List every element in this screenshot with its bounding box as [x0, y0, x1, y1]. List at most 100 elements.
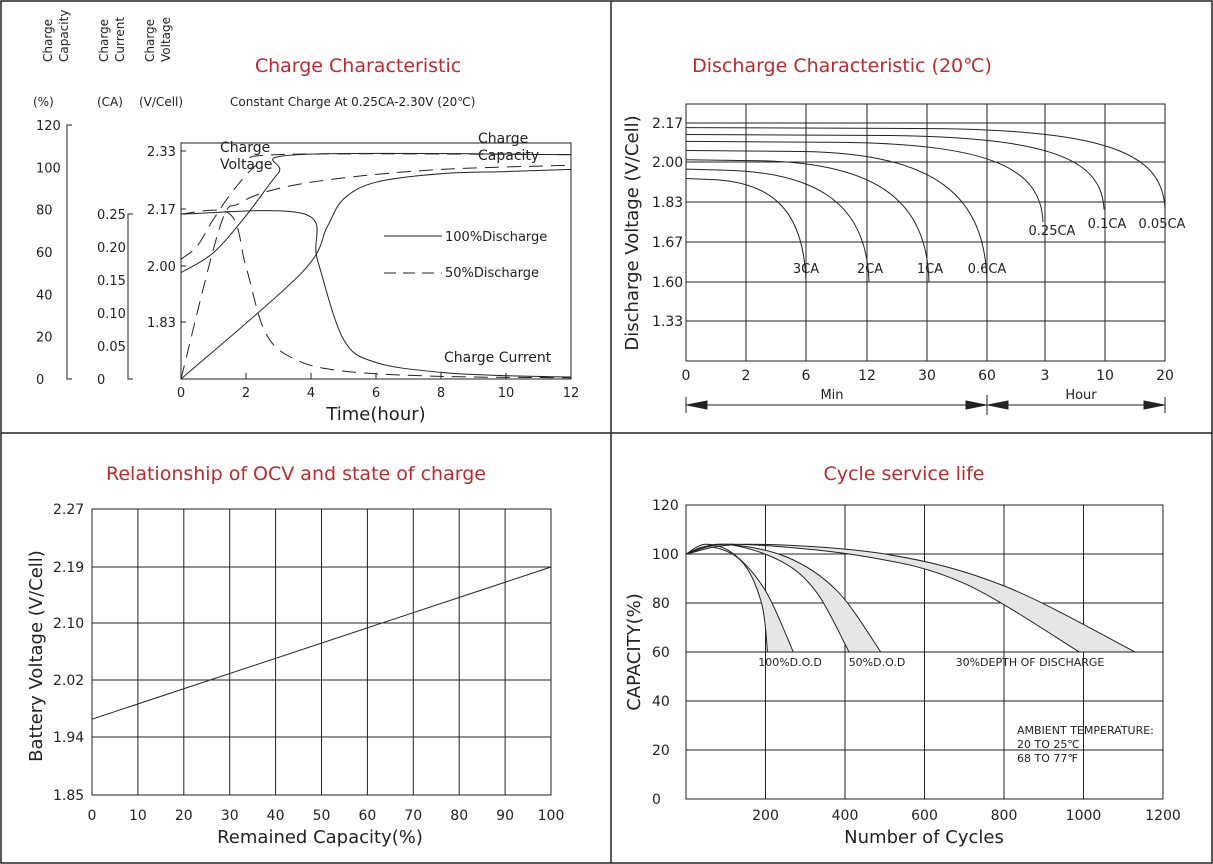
- x-tick-label: 6: [372, 386, 380, 401]
- discharge-curve-0-25ca: [685, 140, 1044, 223]
- y-tick-label: 1.60: [652, 275, 683, 291]
- current-axis-header-line-1: Charge: [97, 19, 111, 62]
- chart-title: Charge Characteristic: [255, 55, 461, 77]
- x-tick-label: 2: [242, 386, 250, 401]
- x-tick-label: 60: [358, 808, 376, 824]
- x-tick-label: 30: [918, 368, 936, 384]
- current-tick-label: 0.20: [97, 241, 126, 256]
- discharge-curve-3ca-label: 3CA: [793, 262, 819, 277]
- current-axis-header-line-2: Current: [113, 17, 127, 62]
- discharge-curve-2ca-label: 2CA: [857, 262, 883, 277]
- discharge-curve-0-6ca-label: 0.6CA: [968, 262, 1007, 277]
- x-tick-label: 20: [175, 808, 193, 824]
- x-axis-title: Remained Capacity(%): [217, 827, 423, 848]
- x-tick-label: 40: [267, 808, 285, 824]
- chart-title: Cycle service life: [824, 463, 985, 485]
- discharge-curve-0-6ca: [685, 150, 988, 283]
- y-tick-label: 1.67: [652, 235, 683, 251]
- capacity-tick-label: 40: [36, 288, 53, 303]
- capacity-axis: [66, 124, 72, 380]
- x-tick-label: 200: [752, 808, 779, 824]
- x-tick-label: 60: [978, 368, 996, 384]
- annotation-line: Charge: [478, 131, 528, 147]
- cycle-band-100-d-o-d-label: 100%D.O.D: [758, 656, 822, 669]
- annotation-line: Charge: [220, 140, 270, 156]
- capacity-axis-header-line-1: Charge: [41, 19, 55, 62]
- cycle-band-50-d-o-d-label: 50%D.O.D: [849, 656, 906, 669]
- charge-current-100-discharge-line: [180, 210, 572, 378]
- cycle-band-30-depth-of-discharge-label: 30%DEPTH OF DISCHARGE: [956, 656, 1105, 669]
- x-tick-label: 70: [404, 808, 422, 824]
- x-tick-label: 2: [742, 368, 751, 384]
- charge-capacity-100-discharge-line: [180, 168, 572, 380]
- x-tick-label: 3: [1041, 368, 1050, 384]
- y-tick-label: 1.94: [53, 730, 84, 746]
- x-tick-label: 12: [563, 386, 580, 401]
- legend-entry-50-discharge: 50%Discharge: [445, 266, 539, 281]
- voltage-tick-label: 1.83: [147, 316, 176, 331]
- plot-area: [685, 103, 1166, 362]
- discharge-characteristic-chart: Discharge Characteristic (20℃) Discharge…: [622, 55, 1186, 415]
- x-tick-label: 10: [498, 386, 515, 401]
- x-tick-label: 10: [1096, 368, 1114, 384]
- x-axis-title: Time(hour): [325, 404, 425, 425]
- x-tick-label: 8: [437, 386, 445, 401]
- y-tick-label: 0: [652, 792, 661, 808]
- y-axis-title: Battery Voltage (V/Cell): [26, 550, 47, 762]
- x-tick-label: 10: [129, 808, 147, 824]
- x-tick-label: 800: [991, 808, 1018, 824]
- cycle-band-30-depth-of-discharge: [685, 543, 1136, 653]
- charge-characteristic-chart: Charge Characteristic Constant Charge At…: [33, 10, 579, 425]
- x-tick-label: 400: [832, 808, 859, 824]
- cycle-service-life-chart: Cycle service life CAPACITY(%) 120 100 80 6…: [624, 463, 1181, 848]
- y-tick-label: 2.19: [53, 560, 84, 576]
- x-tick-label: 12: [858, 368, 876, 384]
- x-tick-label: 30: [221, 808, 239, 824]
- capacity-unit: (%): [33, 95, 54, 109]
- discharge-curve-0-05ca: [685, 127, 1166, 210]
- charge-capacity-50-discharge-line: [180, 164, 572, 380]
- legend-entry-100-discharge: 100%Discharge: [445, 230, 547, 245]
- x-tick-label: 1000: [1066, 808, 1102, 824]
- charge-voltage-50-discharge-line: [180, 153, 572, 260]
- y-tick-label: 2.10: [53, 616, 84, 632]
- y-axis-title: Discharge Voltage (V/Cell): [622, 115, 643, 350]
- x-tick-label: 4: [307, 386, 315, 401]
- ocv-line: [91, 566, 552, 720]
- chart-title: Relationship of OCV and state of charge: [106, 463, 486, 485]
- cycle-band-100-d-o-d: [685, 543, 795, 653]
- y-tick-label: 2.27: [53, 502, 84, 518]
- y-tick-label: 120: [652, 498, 679, 514]
- plot-area: [180, 142, 572, 380]
- annotation-charge-current: Charge Current: [444, 350, 552, 366]
- x-tick-label: 600: [911, 808, 938, 824]
- note-line-2: 20 TO 25℃: [1017, 738, 1080, 751]
- discharge-curve-1ca-label: 1CA: [917, 262, 943, 277]
- note-line-1: AMBIENT TEMPERATURE:: [1017, 724, 1154, 737]
- y-tick-label: 100: [652, 547, 679, 563]
- annotation-charge-capacity-line-1: Charge Capacity: [478, 131, 539, 164]
- annotation-line: Voltage: [220, 157, 273, 173]
- x-tick-label: 50: [313, 808, 331, 824]
- discharge-curve-2ca: [685, 168, 870, 283]
- chart-subtitle: Constant Charge At 0.25CA-2.30V (20℃): [230, 95, 475, 109]
- x-tick-label: 80: [450, 808, 468, 824]
- x-tick-label: 6: [802, 368, 811, 384]
- discharge-curve-0-1ca: [685, 134, 1105, 210]
- y-axis-title: CAPACITY(%): [624, 593, 645, 711]
- y-tick-label: 1.33: [652, 314, 683, 330]
- y-tick-label: 20: [652, 743, 670, 759]
- capacity-tick-label: 60: [36, 246, 53, 261]
- capacity-tick-label: 80: [36, 204, 53, 219]
- x-axis-title: Number of Cycles: [844, 827, 1004, 848]
- unit-min: Min: [820, 388, 843, 403]
- y-tick-label: 80: [652, 596, 670, 612]
- current-unit: (CA): [97, 95, 123, 109]
- voltage-axis-header-line-1: Charge: [143, 19, 157, 62]
- capacity-tick-label: 20: [36, 331, 53, 346]
- capacity-tick-label: 120: [36, 119, 61, 134]
- charge-current-50-discharge-line: [180, 209, 572, 379]
- y-tick-label: 40: [652, 694, 670, 710]
